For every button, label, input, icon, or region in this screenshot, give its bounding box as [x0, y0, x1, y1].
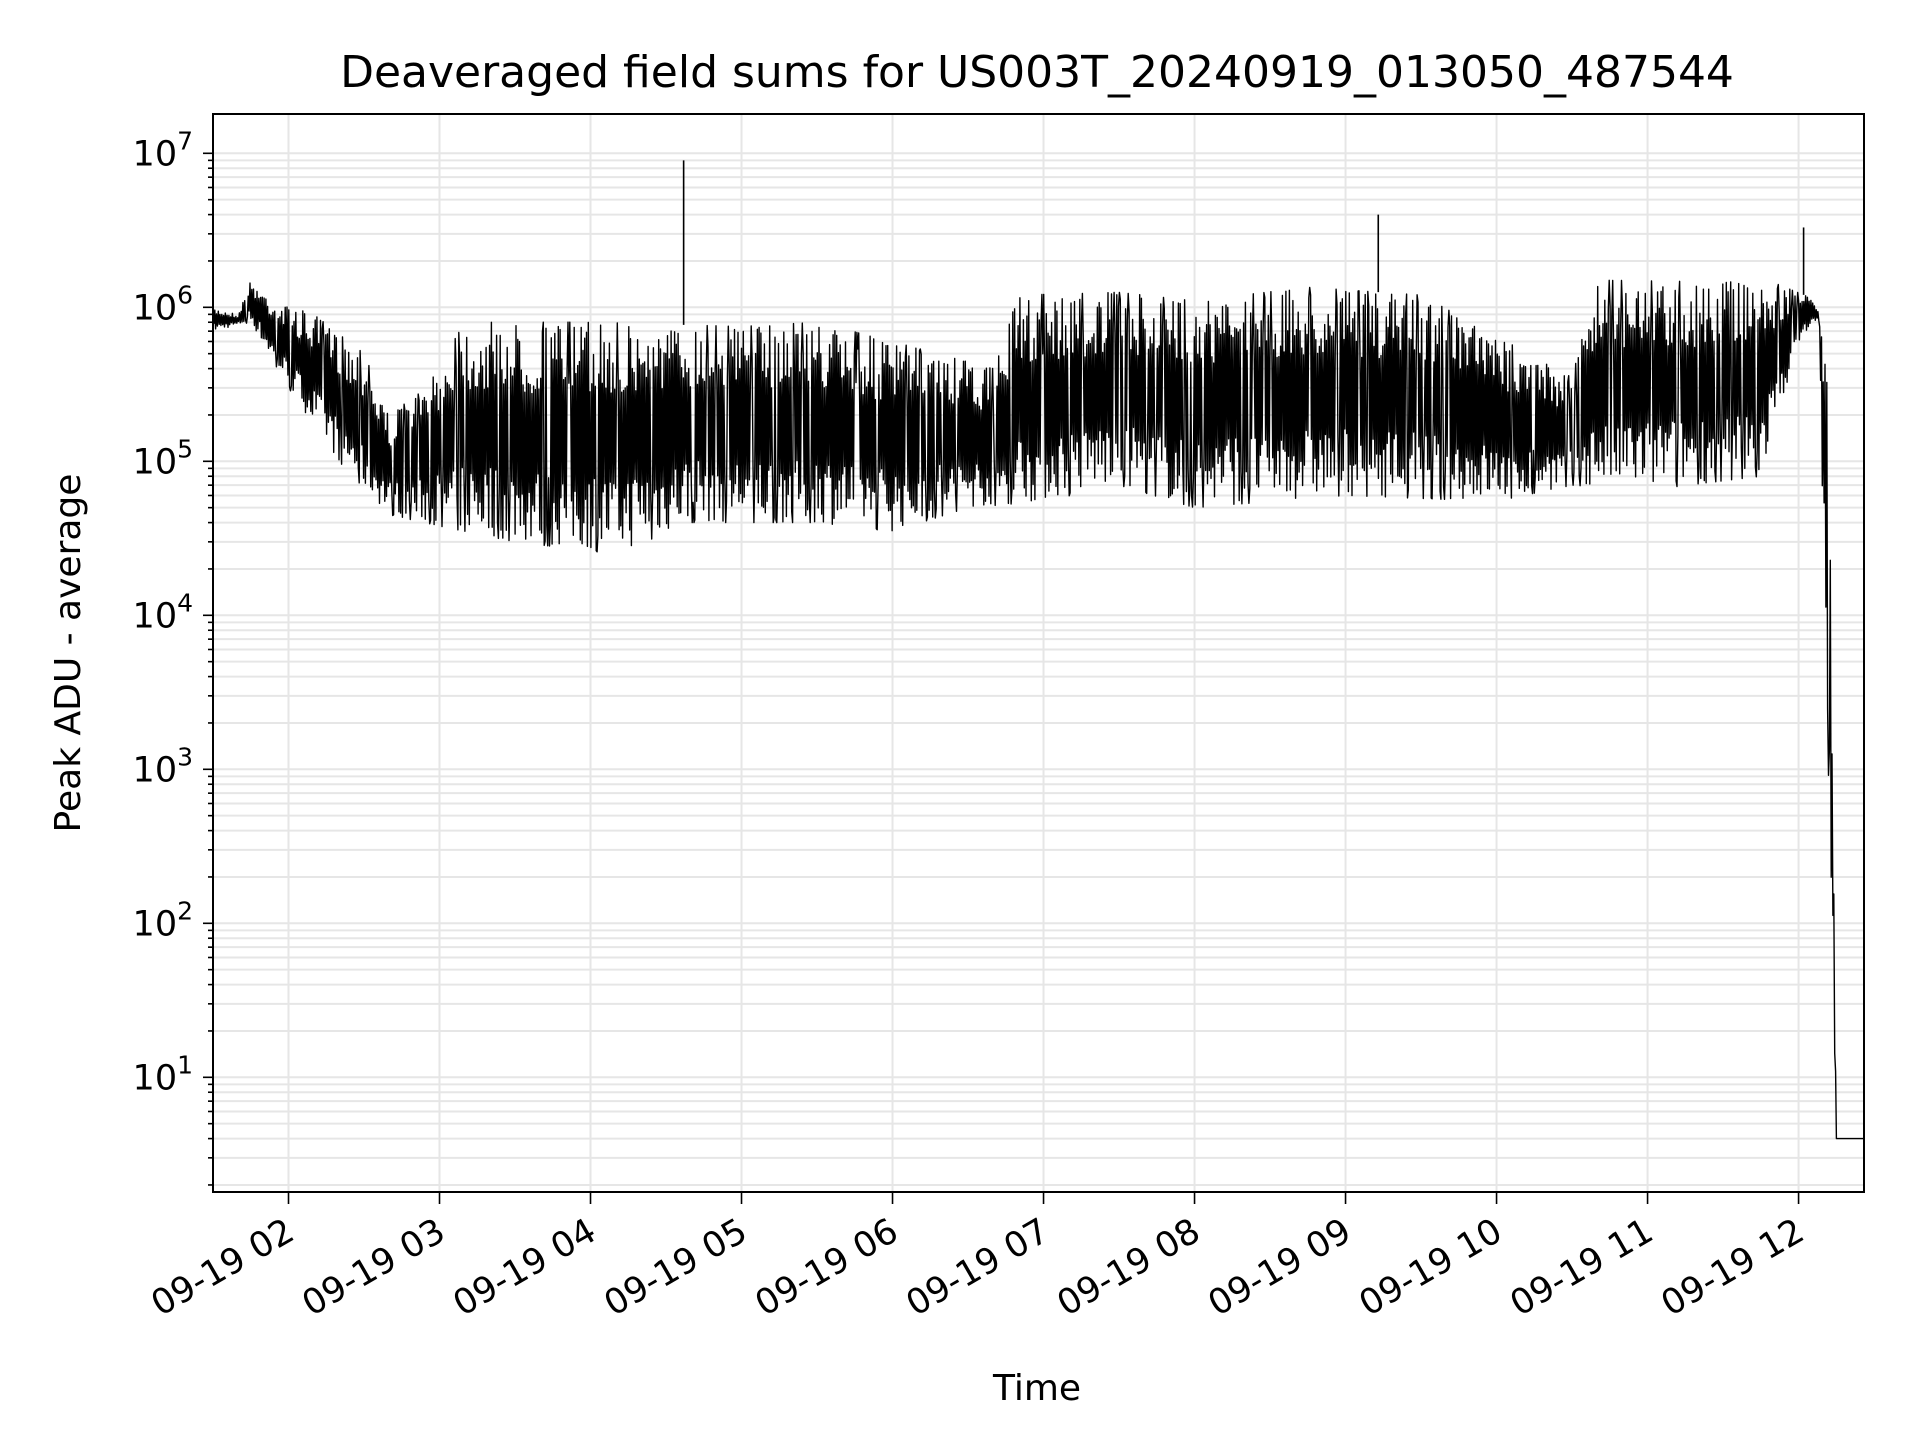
- grid: [213, 114, 1864, 1192]
- x-tick-label: 09-19 12: [1655, 1211, 1811, 1324]
- y-tick-label: 104: [133, 588, 193, 636]
- y-tick-label: 107: [133, 126, 193, 174]
- x-tick-label: 09-19 02: [145, 1211, 301, 1324]
- x-tick-label: 09-19 07: [900, 1211, 1056, 1324]
- x-tick-label: 09-19 04: [447, 1211, 603, 1324]
- y-tick-label: 106: [133, 280, 193, 328]
- x-tick-label: 09-19 08: [1051, 1211, 1207, 1324]
- series-path: [212, 279, 1864, 1140]
- y-tick-label: 103: [133, 742, 193, 790]
- x-tick-label: 09-19 05: [598, 1211, 754, 1324]
- plot-frame: [212, 113, 1865, 1193]
- x-tick-label: 09-19 06: [749, 1211, 905, 1324]
- x-tick-label: 09-19 10: [1353, 1211, 1509, 1324]
- axis-ticks: [203, 152, 1800, 1204]
- x-tick-label: 09-19 03: [296, 1211, 452, 1324]
- chart-title: Deaveraged field sums for US003T_2024091…: [340, 47, 1734, 98]
- y-axis-label: Peak ADU - average: [48, 474, 89, 833]
- x-tick-label: 09-19 11: [1504, 1211, 1660, 1324]
- series-line: [212, 160, 1864, 1140]
- x-tick-label: 09-19 09: [1202, 1211, 1358, 1324]
- y-tick-label: 105: [133, 434, 193, 482]
- y-tick-label: 102: [133, 896, 193, 944]
- y-tick-label: 101: [133, 1050, 193, 1098]
- x-axis-label: Time: [992, 1368, 1081, 1409]
